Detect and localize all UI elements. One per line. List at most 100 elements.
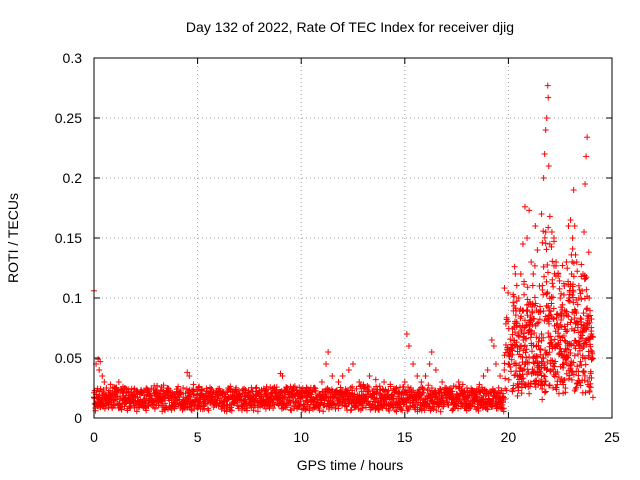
data-point-storm bbox=[575, 282, 582, 289]
data-point bbox=[513, 319, 520, 325]
data-point-cloud bbox=[512, 270, 519, 277]
data-point-storm bbox=[524, 312, 531, 319]
data-point-cloud bbox=[420, 385, 427, 392]
data-point-cloud bbox=[502, 396, 509, 403]
data-point bbox=[144, 391, 151, 397]
data-point-cloud bbox=[287, 406, 294, 413]
data-point-cloud bbox=[529, 282, 536, 289]
data-point-cloud bbox=[331, 401, 338, 408]
y-tick-label: 0.15 bbox=[55, 230, 82, 246]
data-point-storm bbox=[513, 339, 520, 346]
data-point-cloud bbox=[410, 387, 417, 394]
data-point-cloud bbox=[394, 400, 401, 407]
data-point-storm bbox=[536, 368, 543, 375]
data-point-cloud bbox=[580, 310, 587, 317]
data-point-cloud bbox=[531, 330, 538, 337]
data-point-storm bbox=[587, 380, 594, 387]
y-tick-label: 0.25 bbox=[55, 110, 82, 126]
data-point-cloud bbox=[250, 407, 257, 414]
data-point-cloud bbox=[515, 330, 522, 337]
data-point-storm bbox=[535, 381, 542, 388]
data-point bbox=[122, 385, 129, 391]
data-point-storm bbox=[548, 243, 555, 250]
data-point-cloud bbox=[542, 347, 549, 354]
data-point-storm bbox=[512, 329, 519, 336]
data-point bbox=[490, 343, 497, 349]
data-point-cloud bbox=[320, 408, 327, 415]
data-point-cloud bbox=[544, 358, 551, 365]
data-point-storm bbox=[582, 389, 589, 396]
data-point-cloud bbox=[148, 392, 155, 399]
data-point-cloud bbox=[539, 396, 546, 403]
data-point-cloud bbox=[330, 400, 337, 407]
data-point bbox=[350, 361, 356, 367]
data-point-cloud bbox=[110, 402, 117, 409]
data-point-cloud bbox=[153, 387, 160, 394]
data-point-storm bbox=[537, 351, 544, 358]
data-point-cloud bbox=[172, 394, 179, 401]
data-point-storm bbox=[550, 362, 557, 369]
x-tick-label: 5 bbox=[194, 429, 202, 445]
data-point bbox=[184, 369, 191, 376]
data-point bbox=[318, 379, 325, 385]
data-point bbox=[526, 207, 533, 214]
data-point bbox=[401, 379, 408, 385]
data-point-storm bbox=[510, 307, 517, 314]
data-point bbox=[455, 379, 462, 385]
data-point-storm bbox=[550, 283, 557, 290]
data-point-cloud bbox=[270, 396, 277, 403]
data-point-cloud bbox=[500, 405, 507, 412]
data-point-storm bbox=[529, 321, 536, 328]
data-point bbox=[200, 393, 207, 400]
data-point-cloud bbox=[357, 383, 364, 390]
data-point-storm bbox=[516, 361, 523, 368]
data-point-storm bbox=[537, 378, 544, 385]
data-point bbox=[96, 367, 103, 373]
data-point-cloud bbox=[333, 387, 340, 394]
x-tick-label: 20 bbox=[501, 429, 517, 445]
data-point bbox=[248, 395, 255, 402]
y-tick-label: 0.3 bbox=[63, 50, 83, 66]
data-point-cloud bbox=[573, 384, 580, 391]
data-point-storm bbox=[541, 273, 548, 280]
data-point-cloud bbox=[216, 385, 223, 392]
data-point-cloud bbox=[587, 312, 594, 319]
data-point-cloud bbox=[541, 317, 548, 324]
data-point-cloud bbox=[390, 395, 397, 402]
data-point-cloud bbox=[558, 290, 565, 297]
data-point bbox=[221, 393, 228, 400]
data-point-storm bbox=[570, 281, 577, 288]
data-point-cloud bbox=[515, 381, 522, 388]
data-point-storm bbox=[560, 332, 567, 339]
data-point-cloud bbox=[588, 374, 595, 381]
data-point bbox=[227, 388, 234, 395]
data-point bbox=[323, 361, 330, 367]
y-tick-label: 0.1 bbox=[63, 290, 83, 306]
data-point-cloud bbox=[547, 308, 554, 315]
data-point-storm bbox=[517, 323, 524, 330]
data-point-cloud bbox=[244, 407, 251, 414]
data-point-cloud bbox=[348, 406, 355, 413]
data-point-cloud bbox=[305, 390, 312, 397]
data-point-cloud bbox=[585, 313, 592, 320]
data-point-storm bbox=[527, 334, 534, 341]
x-axis-label: GPS time / hours bbox=[297, 457, 404, 473]
data-point-cloud bbox=[505, 318, 512, 325]
data-point-cloud bbox=[296, 402, 303, 409]
data-point-storm bbox=[543, 349, 550, 356]
data-point-cloud bbox=[513, 282, 520, 289]
data-point bbox=[128, 391, 135, 397]
data-point-storm bbox=[532, 377, 539, 384]
data-point-cloud bbox=[571, 352, 578, 359]
data-point bbox=[381, 379, 388, 385]
data-point-storm bbox=[585, 249, 592, 256]
data-point-cloud bbox=[560, 291, 567, 298]
data-point-storm bbox=[541, 389, 548, 396]
data-point-cloud bbox=[440, 399, 447, 406]
data-point-storm bbox=[542, 240, 549, 247]
data-point-storm bbox=[563, 308, 570, 315]
data-point-storm bbox=[561, 377, 568, 384]
data-point bbox=[449, 388, 456, 395]
data-point-storm bbox=[533, 342, 540, 349]
